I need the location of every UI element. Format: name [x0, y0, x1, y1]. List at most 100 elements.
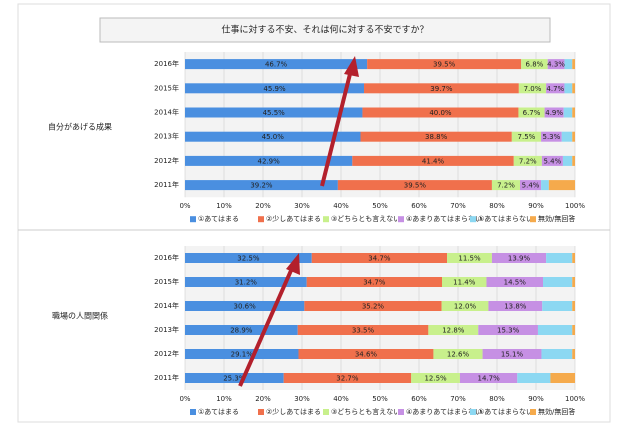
- value-label: 46.7%: [265, 61, 288, 69]
- value-label: 15.3%: [497, 327, 520, 335]
- value-label: 39.5%: [404, 182, 427, 190]
- bar-segment: [537, 325, 573, 335]
- x-tick-label: 40%: [333, 202, 349, 210]
- bar-segment: [306, 277, 443, 287]
- group-label: 職場の人間関係: [52, 311, 108, 321]
- bar-segment: [518, 107, 545, 118]
- value-label: 11.5%: [458, 255, 481, 263]
- y-tick-label: 2013年: [154, 132, 179, 141]
- bar-segment: [185, 180, 338, 191]
- value-label: 45.0%: [262, 133, 285, 141]
- y-tick-label: 2012年: [154, 156, 179, 165]
- value-label: 12.5%: [424, 375, 447, 383]
- x-tick-label: 80%: [489, 202, 505, 210]
- bar-segment: [411, 373, 460, 383]
- legend-swatch: [530, 409, 536, 415]
- bar-segment: [185, 107, 363, 118]
- value-label: 4.3%: [547, 61, 565, 69]
- bar-segment: [185, 301, 305, 311]
- x-tick-label: 50%: [372, 202, 388, 210]
- value-label: 40.0%: [429, 109, 452, 117]
- value-label: 12.8%: [442, 327, 465, 335]
- bar-segment: [564, 59, 573, 70]
- legend-swatch: [323, 409, 329, 415]
- legend-swatch: [258, 216, 264, 223]
- x-tick-label: 0%: [179, 395, 190, 403]
- x-tick-label: 60%: [411, 395, 427, 403]
- value-label: 5.4%: [543, 157, 561, 165]
- bar-segment: [482, 349, 542, 359]
- bar-segment: [541, 155, 563, 166]
- bar-segment: [572, 155, 575, 166]
- arrow: [238, 253, 300, 387]
- bar-segment: [491, 253, 547, 263]
- legend-label: ②少しあてはまる: [266, 408, 321, 416]
- legend-label: ⑤あてはまらない: [478, 408, 533, 416]
- y-tick-label: 2013年: [154, 325, 179, 334]
- bar-segment: [550, 373, 575, 383]
- bar-segment: [541, 180, 549, 191]
- bar-segment: [572, 301, 575, 311]
- x-tick-label: 10%: [216, 395, 232, 403]
- bar-segment: [297, 325, 429, 335]
- x-tick-label: 70%: [450, 395, 466, 403]
- y-tick-label: 2011年: [154, 373, 179, 382]
- bar-segment: [185, 131, 361, 142]
- bar-segment: [542, 301, 573, 311]
- y-tick-label: 2015年: [154, 277, 179, 286]
- bar-segment: [488, 301, 543, 311]
- value-label: 34.6%: [355, 351, 378, 359]
- bar-segment: [352, 155, 514, 166]
- legend-swatch: [398, 409, 404, 415]
- legend-label: ④あまりあてはまらない: [406, 215, 482, 223]
- x-tick-label: 10%: [216, 202, 232, 210]
- value-label: 13.9%: [508, 255, 531, 263]
- x-tick-label: 80%: [489, 395, 505, 403]
- legend-label: ④あまりあてはまらない: [406, 408, 482, 416]
- value-label: 7.2%: [497, 182, 515, 190]
- value-label: 6.7%: [523, 109, 541, 117]
- x-tick-label: 0%: [179, 202, 190, 210]
- bar-segment: [521, 59, 548, 70]
- bar-segment: [520, 180, 542, 191]
- value-label: 38.8%: [425, 133, 448, 141]
- bar-segment: [185, 155, 353, 166]
- legend-label: 無効/無回答: [538, 214, 575, 223]
- value-label: 13.8%: [504, 303, 527, 311]
- bar-segment: [562, 155, 573, 166]
- legend-swatch: [190, 409, 196, 415]
- x-tick-label: 20%: [255, 395, 271, 403]
- bar-segment: [428, 325, 479, 335]
- value-label: 32.5%: [237, 255, 260, 263]
- bar-segment: [447, 253, 492, 263]
- bar-segment: [572, 277, 575, 287]
- value-label: 4.7%: [546, 85, 564, 93]
- bar-segment: [311, 253, 448, 263]
- value-label: 34.7%: [368, 255, 391, 263]
- bar-segment: [185, 325, 298, 335]
- value-label: 39.7%: [430, 85, 453, 93]
- bar-segment: [511, 131, 542, 142]
- value-label: 35.2%: [362, 303, 385, 311]
- x-tick-label: 100%: [565, 395, 585, 403]
- value-label: 7.0%: [524, 85, 542, 93]
- bar-segment: [548, 180, 575, 191]
- value-label: 14.7%: [477, 375, 500, 383]
- x-tick-label: 30%: [294, 202, 310, 210]
- value-label: 45.5%: [263, 109, 286, 117]
- bar-segment: [367, 59, 522, 70]
- bar-segment: [572, 349, 575, 359]
- value-label: 25.3%: [223, 375, 246, 383]
- bar-segment: [572, 107, 575, 118]
- bar-segment: [185, 253, 312, 263]
- x-tick-label: 20%: [255, 202, 271, 210]
- bar-segment: [441, 301, 489, 311]
- bar-segment: [364, 83, 519, 94]
- bar-segment: [561, 131, 573, 142]
- legend-label: ③どちらとも言えない: [331, 407, 400, 416]
- value-label: 15.1%: [501, 351, 524, 359]
- legend-swatch: [470, 409, 476, 415]
- bar-segment: [459, 373, 518, 383]
